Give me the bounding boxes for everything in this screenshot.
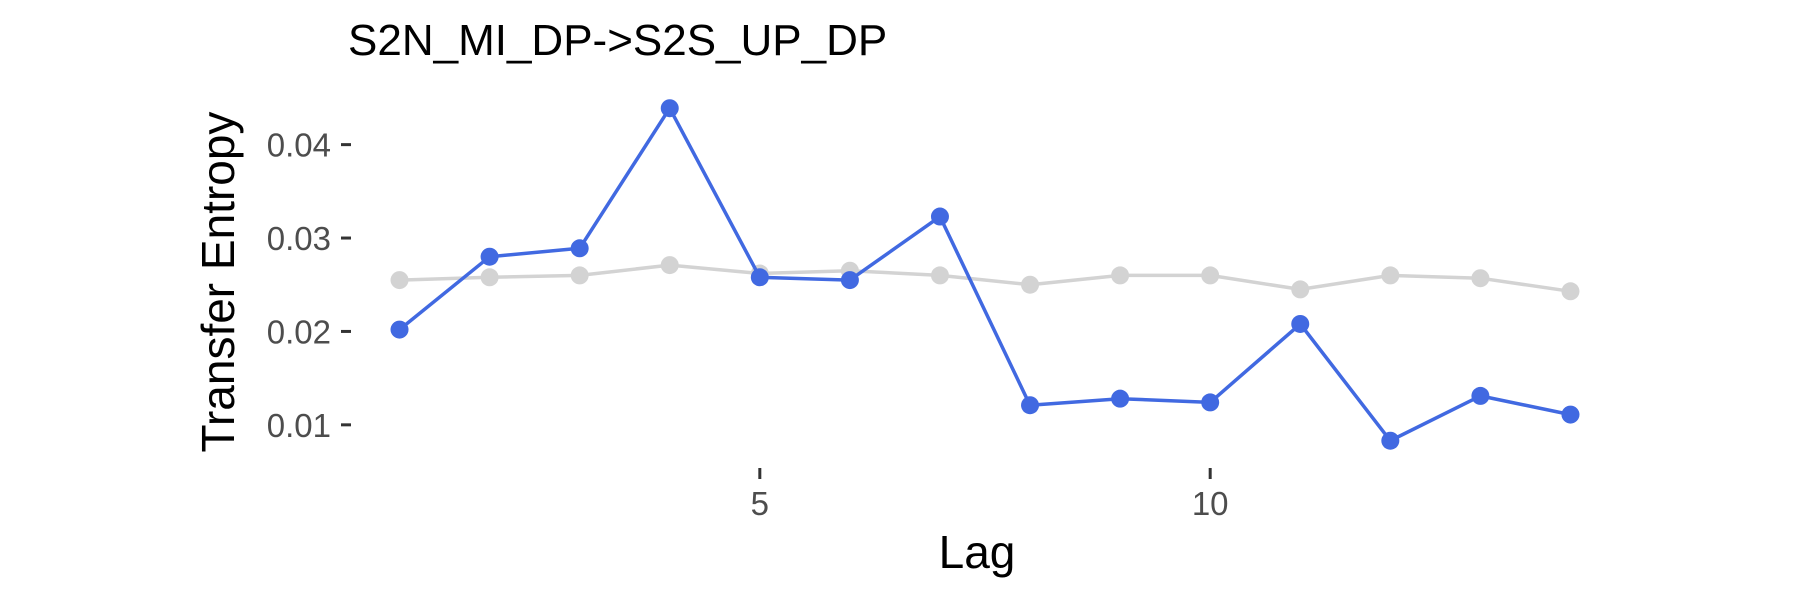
data-point-null xyxy=(1561,282,1580,301)
data-point-null xyxy=(1111,266,1130,285)
data-point-null xyxy=(1201,266,1220,285)
data-point-null xyxy=(1021,275,1040,294)
data-point-null xyxy=(660,256,679,275)
data-point-observed xyxy=(1381,431,1400,450)
series-line-observed xyxy=(397,106,1573,443)
y-tick-label: 0.02 xyxy=(267,313,331,350)
x-axis: 5 10 xyxy=(751,468,1229,522)
data-point-observed xyxy=(1291,314,1310,333)
x-tick-label: 10 xyxy=(1192,485,1229,522)
plot-area xyxy=(390,99,1580,450)
data-point-observed xyxy=(480,247,499,266)
data-point-observed xyxy=(660,99,679,118)
data-point-observed xyxy=(1111,389,1130,408)
data-point-observed xyxy=(1201,393,1220,412)
data-point-observed xyxy=(930,207,949,226)
x-tick-label: 5 xyxy=(751,485,769,522)
data-point-null xyxy=(930,266,949,285)
series-observed xyxy=(390,99,1580,450)
data-point-null xyxy=(480,268,499,287)
data-point-observed xyxy=(1561,405,1580,424)
y-tick-label: 0.04 xyxy=(267,127,331,164)
y-axis-title: Transfer Entropy xyxy=(192,112,244,453)
series-null xyxy=(390,256,1580,301)
y-axis: 0.01 0.02 0.03 0.04 xyxy=(267,127,351,444)
data-point-null xyxy=(1291,280,1310,299)
x-axis-title: Lag xyxy=(939,526,1016,578)
data-point-observed xyxy=(1021,396,1040,415)
data-point-observed xyxy=(1471,386,1490,405)
data-point-null xyxy=(1381,266,1400,285)
chart-title: S2N_MI_DP->S2S_UP_DP xyxy=(348,16,887,65)
data-point-null xyxy=(570,266,589,285)
data-point-observed xyxy=(840,271,859,290)
data-point-observed xyxy=(750,268,769,287)
data-point-null xyxy=(390,271,409,290)
data-point-null xyxy=(1471,269,1490,288)
series-line-null xyxy=(397,263,1573,294)
data-point-observed xyxy=(390,320,409,339)
y-tick-label: 0.03 xyxy=(267,220,331,257)
data-point-observed xyxy=(570,239,589,258)
y-tick-label: 0.01 xyxy=(267,407,331,444)
